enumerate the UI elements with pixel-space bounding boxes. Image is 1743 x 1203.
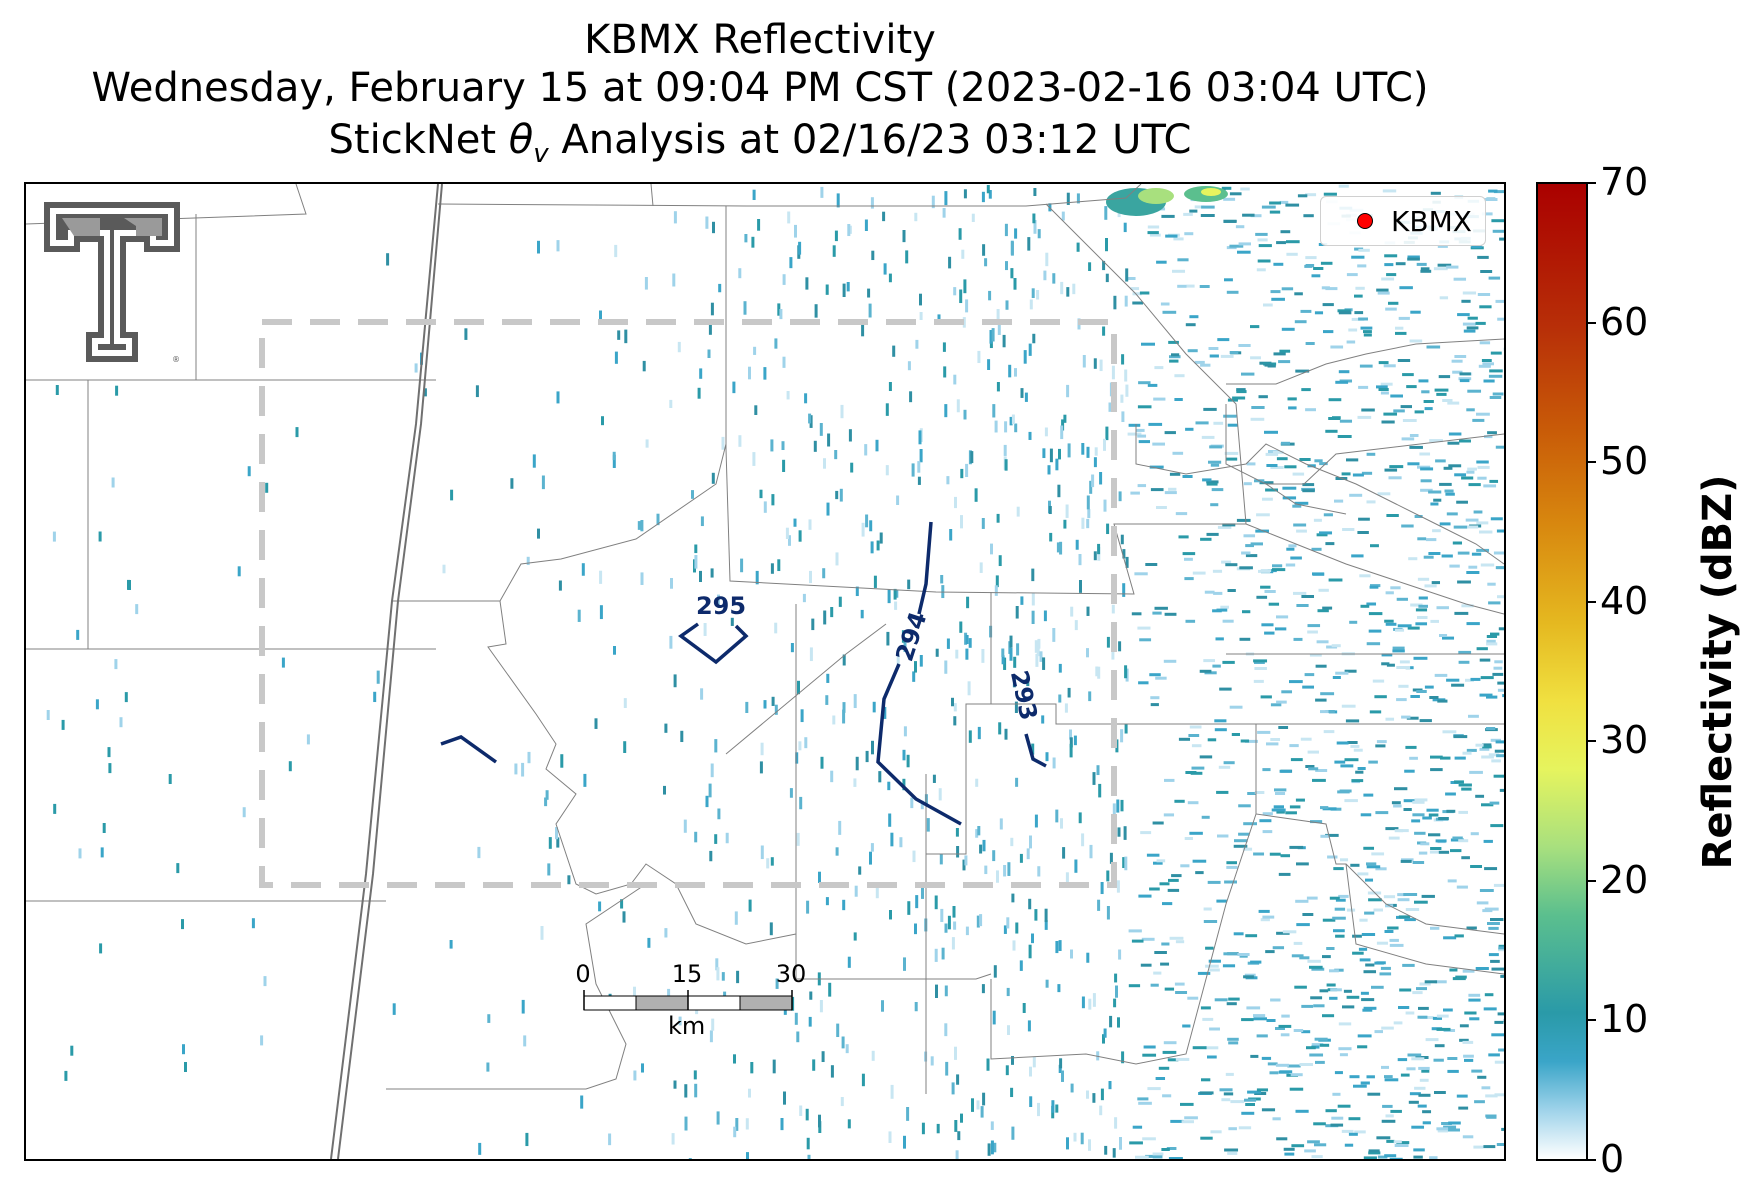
title-line-3: StickNet θv Analysis at 02/16/23 03:12 U… (0, 116, 1520, 178)
colorbar-title: Reflectivity (dBZ) (1695, 474, 1741, 870)
title-line-3-prefix: StickNet (328, 117, 509, 163)
title-line-1: KBMX Reflectivity (584, 17, 936, 63)
radar-site-marker-icon (1357, 213, 1373, 229)
colorbar-tick-label: 70 (1600, 160, 1649, 204)
scalebar-tick-0: 0 (575, 960, 591, 988)
legend-label: KBMX (1391, 204, 1472, 238)
colorbar (1536, 182, 1588, 1161)
analysis-domain-box (259, 319, 1117, 888)
colorbar-tick-mark (1588, 600, 1596, 603)
scale-bar (583, 990, 793, 1011)
svg-text:®: ® (172, 355, 180, 364)
colorbar-tick-mark (1588, 1019, 1596, 1022)
scalebar-tick-30: 30 (775, 960, 807, 988)
texas-tech-double-t-logo: ® (44, 202, 180, 364)
colorbar-tick-label: 0 (1600, 1137, 1625, 1181)
colorbar-tick-mark (1588, 461, 1596, 464)
colorbar-tick-mark (1588, 321, 1596, 324)
theta-v-contours (440, 521, 1047, 826)
contour-294-upper (917, 521, 933, 615)
theta-symbol: θ (508, 117, 534, 163)
colorbar-tick-label: 50 (1600, 439, 1649, 484)
title-line-3-suffix: Analysis at 02/16/23 03:12 UTC (548, 117, 1192, 163)
map-legend: KBMX (1320, 196, 1486, 246)
colorbar-tick-mark (1588, 740, 1596, 743)
colorbar-tick-label: 30 (1600, 718, 1649, 763)
state-boundary (330, 184, 443, 1159)
contour-label-293: 293 (1005, 668, 1043, 723)
echo-cluster (1106, 186, 1228, 216)
contour-295 (678, 622, 749, 665)
contour-label-295: 295 (696, 592, 746, 620)
contour-294-lower (876, 663, 962, 826)
title-line-2: Wednesday, February 15 at 09:04 PM CST (… (91, 65, 1429, 111)
theta-subscript: v (533, 139, 549, 169)
scalebar-tick-15: 15 (671, 960, 703, 988)
map-panel[interactable]: 295 294 293 ® (24, 182, 1506, 1161)
contour-fragment (440, 735, 498, 764)
radar-echoes (46, 184, 1504, 1159)
scalebar-unit: km (668, 1012, 706, 1040)
contour-293 (1024, 733, 1047, 768)
map-canvas: 295 294 293 ® (26, 184, 1504, 1159)
colorbar-tick-label: 10 (1600, 997, 1649, 1042)
colorbar-tick-label: 60 (1600, 299, 1649, 344)
county-boundaries (26, 184, 1504, 1094)
colorbar-tick-mark (1588, 879, 1596, 882)
colorbar-tick-mark (1588, 1159, 1596, 1161)
colorbar-tick-label: 40 (1600, 578, 1649, 623)
contour-label-294: 294 (890, 608, 932, 664)
colorbar-tick-label: 20 (1600, 857, 1649, 902)
colorbar-tick-mark (1588, 182, 1596, 184)
